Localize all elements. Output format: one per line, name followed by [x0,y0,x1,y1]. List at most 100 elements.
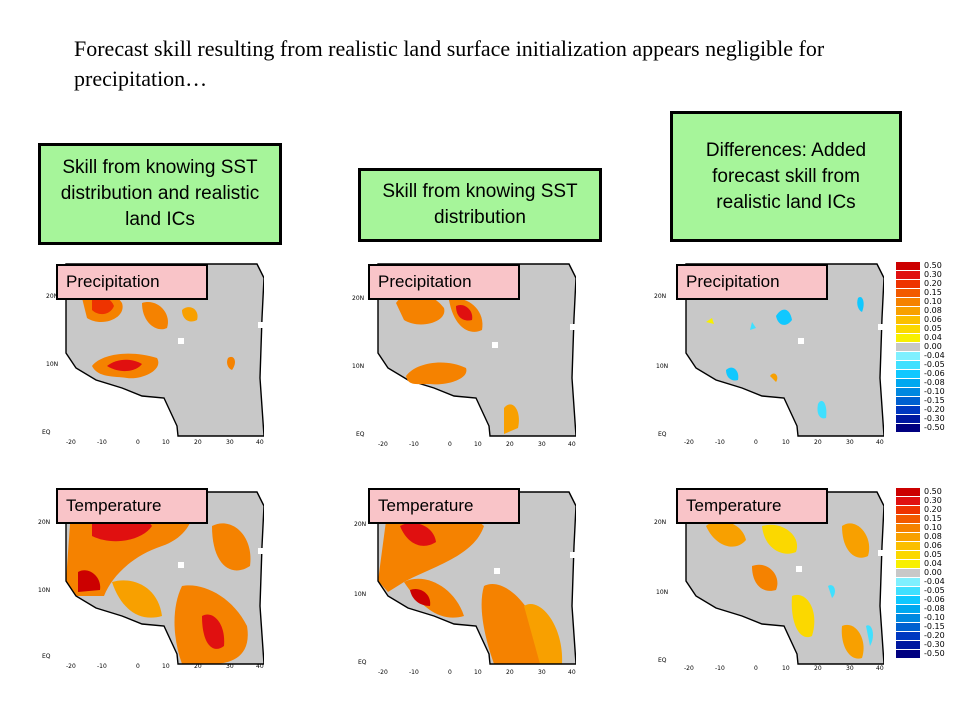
colorbar-swatch [896,542,920,550]
svg-text:40: 40 [568,669,576,676]
svg-text:10: 10 [162,439,170,446]
svg-text:20N: 20N [654,293,666,300]
map-precip-combined: 20N 10N EQ -20 -10 0 10 20 30 40 Precipitation [32,258,264,468]
panel-label-temperature: Temperature [368,488,520,524]
colorbar-label: -0.20 [924,631,945,640]
svg-text:20: 20 [506,441,514,448]
colorbar-label: 0.20 [924,505,942,514]
panel-label-precipitation: Precipitation [56,264,208,300]
colorbar-label: 0.08 [924,532,942,541]
svg-text:20: 20 [814,439,822,446]
svg-text:-20: -20 [684,665,694,672]
map-svg: 20N 10N EQ -20 -10 0 10 20 30 40 [654,491,884,672]
svg-text:20N: 20N [354,521,366,528]
svg-text:-20: -20 [66,439,76,446]
colorbar-label: 0.50 [924,261,942,270]
colorbar-swatch [896,271,920,279]
panel-label-temperature: Temperature [56,488,208,524]
svg-text:0: 0 [754,665,758,672]
svg-text:0: 0 [136,439,140,446]
colorbar-swatch [896,650,920,658]
svg-text:20: 20 [194,439,202,446]
colorbar-label: 0.15 [924,288,942,297]
colorbar-swatch [896,424,920,432]
map-precip-difference: 20N 10N EQ -20 -10 0 10 20 30 40 Precipitation [652,258,884,468]
colorbar-label: -0.15 [924,396,945,405]
colorbar-swatch [896,280,920,288]
colorbar-swatch [896,325,920,333]
colorbar-swatch [896,569,920,577]
colorbar-label: -0.30 [924,414,945,423]
colorbar-swatch [896,497,920,505]
svg-text:-10: -10 [715,665,725,672]
colorbar-label: 0.10 [924,297,942,306]
header-sst-skill: Skill from knowing SST distribution [358,168,602,242]
map-precip-sst: 20N 10N EQ -20 -10 0 10 20 30 40 Precipitation [344,258,576,468]
colorbar-label: -0.10 [924,613,945,622]
svg-text:40: 40 [256,663,264,670]
colorbar-swatch [896,397,920,405]
svg-text:-10: -10 [715,439,725,446]
colorbar-label: -0.06 [924,595,945,604]
svg-text:EQ: EQ [356,431,365,438]
svg-text:-20: -20 [684,439,694,446]
colorbar-label: -0.30 [924,640,945,649]
colorbar-label: 0.05 [924,324,942,333]
colorbar-swatch [896,316,920,324]
map-svg: 20N 10N EQ -20 -10 0 10 20 30 40 [352,263,576,448]
colorbar-swatch [896,515,920,523]
colorbar-swatch [896,587,920,595]
svg-text:20: 20 [506,669,514,676]
svg-text:-10: -10 [409,441,419,448]
colorbar-swatch [896,406,920,414]
svg-text:20: 20 [814,665,822,672]
map-svg: 20N 10N EQ -20 -10 0 10 20 30 40 [354,491,576,676]
panel-label-temperature: Temperature [676,488,828,524]
colorbar-swatch [896,334,920,342]
colorbar-label: 0.00 [924,568,942,577]
svg-text:30: 30 [846,665,854,672]
svg-text:10N: 10N [656,363,668,370]
svg-text:40: 40 [568,441,576,448]
colorbar-label: 0.04 [924,333,942,342]
panel-label-precipitation: Precipitation [368,264,520,300]
svg-text:0: 0 [136,663,140,670]
colorbar-label: 0.30 [924,496,942,505]
svg-text:10N: 10N [38,587,50,594]
svg-text:30: 30 [538,441,546,448]
colorbar-label: -0.20 [924,405,945,414]
svg-text:40: 40 [876,665,884,672]
colorbar-label: -0.15 [924,622,945,631]
colorbar-swatch [896,388,920,396]
colorbar-label: 0.20 [924,279,942,288]
header-differences: Differences: Added forecast skill from r… [670,111,902,242]
svg-text:10N: 10N [352,363,364,370]
svg-text:20: 20 [194,663,202,670]
svg-text:40: 40 [256,439,264,446]
colorbar-swatch [896,415,920,423]
colorbar-swatch [896,551,920,559]
svg-text:-10: -10 [97,439,107,446]
svg-text:30: 30 [846,439,854,446]
svg-text:20N: 20N [38,519,50,526]
svg-text:10N: 10N [656,589,668,596]
svg-text:-20: -20 [378,441,388,448]
svg-text:-10: -10 [97,663,107,670]
colorbar-label: 0.06 [924,541,942,550]
colorbar-swatch [896,289,920,297]
colorbar-label: -0.50 [924,423,945,432]
colorbar-swatch [896,605,920,613]
svg-text:10N: 10N [46,361,58,368]
colorbar-label: 0.50 [924,487,942,496]
colorbar-swatch [896,641,920,649]
colorbar-swatch [896,262,920,270]
svg-text:-20: -20 [66,663,76,670]
colorbar-swatch [896,298,920,306]
colorbar-swatch [896,614,920,622]
colorbar-label: -0.05 [924,586,945,595]
map-svg: 20N 10N EQ -20 -10 0 10 20 30 40 [42,263,264,446]
colorbar-label: -0.08 [924,378,945,387]
colorbar-label: 0.05 [924,550,942,559]
colorbar-label: 0.06 [924,315,942,324]
svg-text:10: 10 [474,441,482,448]
